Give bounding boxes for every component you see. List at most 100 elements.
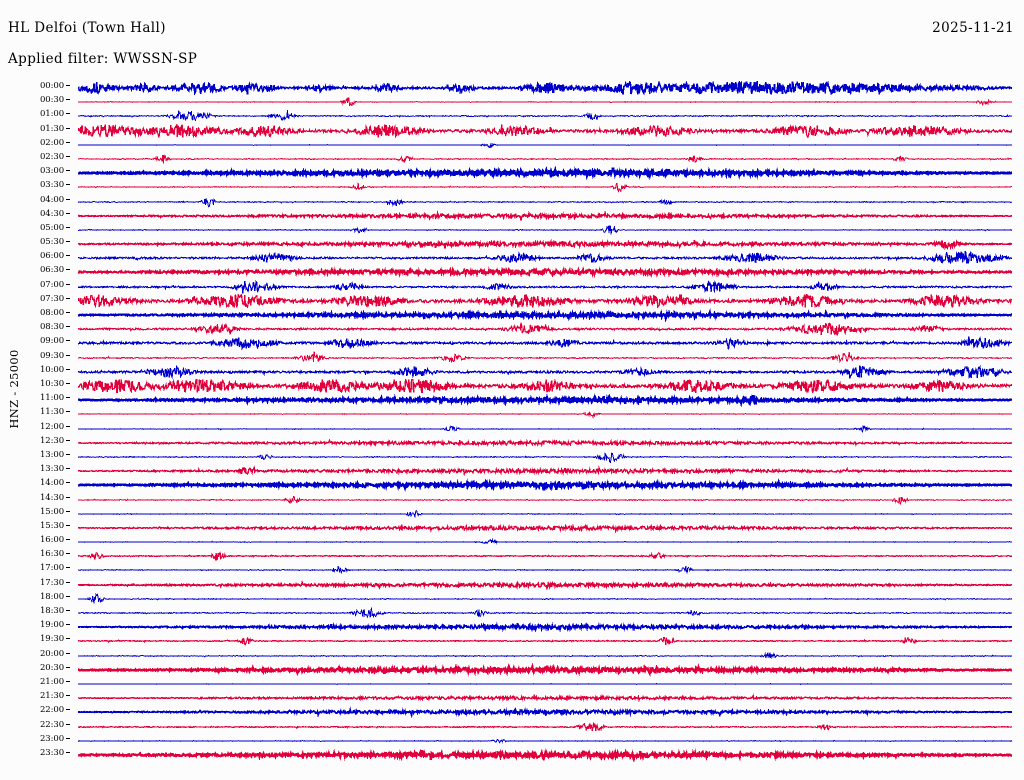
seismic-trace <box>78 238 1012 251</box>
axis-tick <box>66 496 70 498</box>
axis-tick <box>66 113 70 115</box>
trace-row: 15:00 <box>0 507 1024 521</box>
trace-time-label: 15:00 <box>40 506 64 517</box>
trace-time-label: 15:30 <box>40 520 64 531</box>
trace-row: 18:30 <box>0 606 1024 620</box>
trace-time-label: 12:30 <box>40 435 64 446</box>
trace-row: 06:00 <box>0 251 1024 265</box>
trace-time-label: 11:00 <box>40 393 64 404</box>
trace-row: 20:00 <box>0 649 1024 663</box>
trace-row: 16:30 <box>0 549 1024 563</box>
trace-time-label: 08:00 <box>40 308 64 319</box>
trace-time-label: 14:30 <box>40 492 64 503</box>
axis-tick <box>66 610 70 612</box>
seismic-trace <box>78 651 1012 659</box>
trace-row: 20:30 <box>0 662 1024 677</box>
seismic-trace <box>78 438 1012 447</box>
trace-row: 13:30 <box>0 464 1024 478</box>
seismic-trace <box>78 336 1012 351</box>
axis-tick <box>66 255 70 257</box>
trace-time-label: 19:30 <box>40 634 64 645</box>
axis-tick <box>66 354 70 356</box>
trace-row: 15:30 <box>0 521 1024 535</box>
trace-row: 09:00 <box>0 336 1024 351</box>
trace-time-label: 18:00 <box>40 591 64 602</box>
trace-time-label: 03:30 <box>40 180 64 191</box>
axis-tick <box>66 85 70 86</box>
axis-tick <box>66 269 70 271</box>
trace-time-label: 22:00 <box>40 705 64 716</box>
trace-row: 02:30 <box>0 152 1024 166</box>
axis-tick <box>66 439 70 441</box>
seismic-trace <box>78 606 1012 619</box>
axis-tick <box>66 581 70 583</box>
axis-tick <box>66 326 70 328</box>
seismic-trace <box>78 509 1012 518</box>
trace-row: 16:00 <box>0 535 1024 549</box>
axis-tick <box>66 397 70 399</box>
trace-row: 21:30 <box>0 691 1024 705</box>
page-title: HL Delfoi (Town Hall) <box>8 20 166 36</box>
trace-time-label: 02:30 <box>40 151 64 162</box>
seismic-trace <box>78 738 1012 744</box>
trace-time-label: 02:00 <box>40 137 64 148</box>
seismic-trace <box>78 154 1012 164</box>
axis-tick <box>66 638 70 640</box>
axis-tick <box>66 425 70 427</box>
seismic-trace <box>78 224 1012 235</box>
axis-tick <box>66 184 70 186</box>
seismic-trace <box>78 748 1012 762</box>
trace-time-label: 11:30 <box>40 407 64 418</box>
trace-time-label: 10:00 <box>40 364 64 375</box>
trace-time-label: 04:00 <box>40 194 64 205</box>
trace-row: 18:00 <box>0 592 1024 606</box>
seismic-trace <box>78 636 1012 646</box>
trace-time-label: 08:30 <box>40 322 64 333</box>
axis-tick <box>66 127 70 129</box>
seismic-trace <box>78 97 1012 107</box>
trace-row: 07:30 <box>0 293 1024 308</box>
trace-row: 05:30 <box>0 237 1024 251</box>
seismic-trace <box>78 322 1012 336</box>
trace-time-label: 05:00 <box>40 222 64 233</box>
axis-tick <box>66 141 70 143</box>
seismic-trace <box>78 293 1012 308</box>
trace-time-label: 23:30 <box>40 747 64 758</box>
axis-tick <box>66 709 70 711</box>
seismic-trace <box>78 592 1012 604</box>
seismic-trace <box>78 123 1012 138</box>
axis-tick <box>66 468 70 470</box>
axis-tick <box>66 241 70 243</box>
trace-row: 06:30 <box>0 265 1024 279</box>
axis-tick <box>66 595 70 597</box>
trace-time-label: 16:30 <box>40 549 64 560</box>
axis-tick <box>66 751 70 753</box>
trace-time-label: 07:30 <box>40 293 64 304</box>
axis-tick <box>66 411 70 413</box>
trace-row: 02:00 <box>0 138 1024 152</box>
trace-time-label: 13:00 <box>40 449 64 460</box>
trace-time-label: 00:00 <box>40 81 64 91</box>
trace-time-label: 04:30 <box>40 208 64 219</box>
axis-tick <box>66 312 70 314</box>
axis-tick <box>66 368 70 370</box>
seismic-trace <box>78 209 1012 221</box>
trace-time-label: 06:00 <box>40 251 64 262</box>
seismic-trace <box>78 693 1012 703</box>
trace-time-label: 12:00 <box>40 421 64 432</box>
seismic-trace <box>78 393 1012 408</box>
seismic-trace <box>78 166 1012 181</box>
trace-row: 12:00 <box>0 422 1024 436</box>
trace-row: 17:00 <box>0 563 1024 577</box>
trace-time-label: 23:00 <box>40 733 64 744</box>
trace-row: 10:30 <box>0 378 1024 393</box>
trace-row: 13:00 <box>0 450 1024 464</box>
seismic-trace <box>78 378 1012 393</box>
trace-time-label: 05:30 <box>40 237 64 248</box>
seismic-trace <box>78 308 1012 323</box>
axis-tick <box>66 567 70 569</box>
trace-time-label: 07:00 <box>40 279 64 290</box>
trace-time-label: 14:00 <box>40 478 64 489</box>
axis-tick <box>66 155 70 157</box>
seismic-trace <box>78 279 1012 294</box>
